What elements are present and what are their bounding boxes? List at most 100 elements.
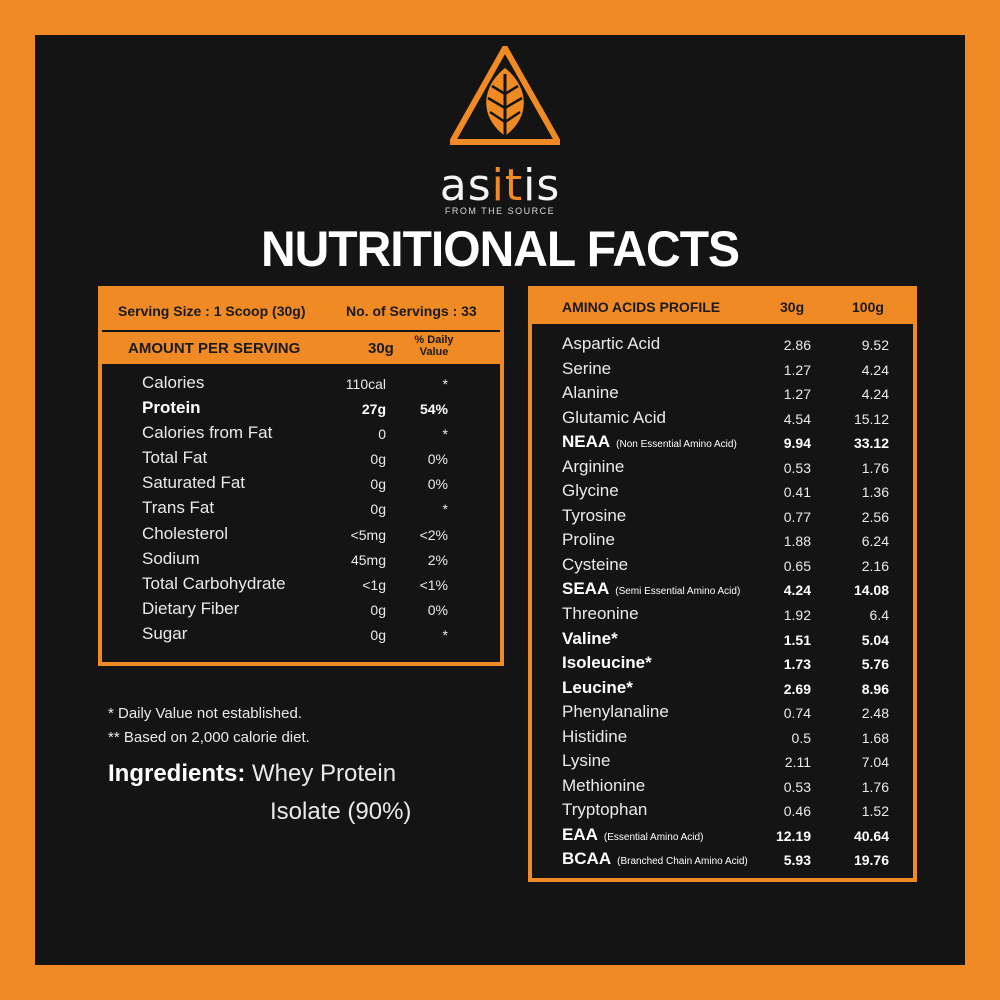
amino-rows: Aspartic Acid 2.86 9.52 Serine 1.27 4.24 Alani… xyxy=(532,332,913,872)
amino-value-30g: 2.11 xyxy=(784,754,811,771)
amino-row: Tyrosine 0.77 2.56 xyxy=(532,504,913,529)
amino-acids-panel: AMINO ACIDS PROFILE 30g 100g Aspartic Ac… xyxy=(528,286,917,882)
amino-row: Arginine 0.53 1.76 xyxy=(532,455,913,480)
amino-row: Histidine 0.5 1.68 xyxy=(532,725,913,750)
amino-name: Lysine xyxy=(562,751,611,771)
nutrient-value: 0g xyxy=(370,451,386,468)
amino-name-text: BCAA xyxy=(562,849,612,869)
amino-row: Glutamic Acid 4.54 15.12 xyxy=(532,406,913,431)
amino-name-text: Tryptophan xyxy=(562,800,648,820)
amino-value-100g: 33.12 xyxy=(853,435,889,452)
nutrient-name: Total Carbohydrate xyxy=(142,573,286,593)
page-title: NUTRITIONAL FACTS xyxy=(260,221,740,278)
amino-name: Methionine xyxy=(562,776,645,796)
amino-row: Methionine 0.53 1.76 xyxy=(532,774,913,799)
amino-name: Tyrosine xyxy=(562,506,626,526)
amino-name-text: Valine* xyxy=(562,628,618,648)
amino-value-30g: 0.5 xyxy=(791,729,811,746)
nutrition-row: Sugar 0g * xyxy=(102,621,500,646)
nutrient-value: 45mg xyxy=(350,551,386,568)
amino-subtitle: (Semi Essential Amino Acid) xyxy=(615,586,741,598)
amino-name: SEAA (Semi Essential Amino Acid) xyxy=(562,579,740,599)
amino-value-100g: 4.24 xyxy=(861,361,889,378)
amino-value-100g: 1.52 xyxy=(861,803,889,820)
nutrient-daily-value: * xyxy=(442,626,448,643)
amino-row: Isoleucine* 1.73 5.76 xyxy=(532,651,913,676)
nutrient-daily-value: 0% xyxy=(427,476,448,493)
nutrient-value: 27g xyxy=(361,401,386,418)
amount-header-row: AMOUNT PER SERVING 30g % Daily Value xyxy=(102,330,500,364)
amino-value-30g: 0.53 xyxy=(783,778,811,795)
nutrition-row: Calories 110cal * xyxy=(102,370,500,395)
serving-info-row: Serving Size : 1 Scoop (30g) No. of Serv… xyxy=(102,290,500,330)
ingredients-line: Ingredients: Whey Protein xyxy=(108,760,396,788)
footnotes: * Daily Value not established. ** Based … xyxy=(108,702,310,750)
nutrition-row: Saturated Fat 0g 0% xyxy=(102,470,500,495)
amino-value-100g: 1.68 xyxy=(861,729,889,746)
amino-row: Aspartic Acid 2.86 9.52 xyxy=(532,332,913,357)
nutrition-row: Protein 27g 54% xyxy=(102,395,500,420)
nutrient-value: 0g xyxy=(370,626,386,643)
amino-name-text: Serine xyxy=(562,358,612,378)
amino-value-100g: 2.48 xyxy=(861,705,889,722)
nutrient-name: Sodium xyxy=(142,548,200,568)
amino-value-30g: 0.46 xyxy=(783,803,811,820)
nutrient-name: Sugar xyxy=(142,623,188,643)
ingredients-label: Ingredients: xyxy=(108,760,246,787)
amino-value-100g: 2.56 xyxy=(861,508,889,525)
amino-value-30g: 1.27 xyxy=(783,361,811,378)
amino-row: EAA (Essential Amino Acid) 12.19 40.64 xyxy=(532,823,913,848)
amino-name-text: Glycine xyxy=(562,481,619,501)
brand-name-accent: it xyxy=(491,160,524,211)
servings-count: No. of Servings : 33 xyxy=(346,303,477,319)
amino-name: Cysteine xyxy=(562,555,628,575)
amino-header-row: AMINO ACIDS PROFILE 30g 100g xyxy=(532,290,913,324)
nutrient-daily-value: * xyxy=(442,376,448,392)
amino-name-text: SEAA xyxy=(562,579,610,599)
brand-name: asitis xyxy=(0,160,1000,211)
amino-value-30g: 0.74 xyxy=(783,705,811,722)
nutrient-daily-value: 0% xyxy=(427,451,448,468)
amino-row: NEAA (Non Essential Amino Acid) 9.94 33.12 xyxy=(532,430,913,455)
amino-name-text: EAA xyxy=(562,824,598,844)
amino-value-30g: 1.51 xyxy=(783,631,811,648)
amino-row: Threonine 1.92 6.4 xyxy=(532,602,913,627)
amino-row: SEAA (Semi Essential Amino Acid) 4.24 14.08 xyxy=(532,577,913,602)
nutrient-daily-value: * xyxy=(442,426,448,443)
amino-row: BCAA (Branched Chain Amino Acid) 5.93 19.76 xyxy=(532,847,913,872)
nutrient-daily-value: 54% xyxy=(419,401,448,418)
amino-subtitle: (Branched Chain Amino Acid) xyxy=(617,856,748,868)
amino-value-100g: 1.36 xyxy=(861,484,889,501)
amino-row: Proline 1.88 6.24 xyxy=(532,528,913,553)
amino-value-100g: 9.52 xyxy=(861,337,889,353)
amino-value-100g: 5.76 xyxy=(861,656,889,673)
amino-value-100g: 6.4 xyxy=(869,607,889,624)
amino-value-30g: 2.69 xyxy=(783,680,811,697)
amino-value-100g: 6.24 xyxy=(861,533,889,550)
amino-value-30g: 1.73 xyxy=(783,656,811,673)
amino-profile-label: AMINO ACIDS PROFILE xyxy=(562,299,721,315)
amino-value-30g: 0.41 xyxy=(783,484,811,501)
nutrient-value: 0g xyxy=(370,501,386,518)
amino-name-text: Arginine xyxy=(562,456,625,476)
amino-value-100g: 2.16 xyxy=(861,557,889,574)
footnote-daily-value: * Daily Value not established. xyxy=(108,705,303,722)
amino-name: BCAA (Branched Chain Amino Acid) xyxy=(562,849,748,869)
amino-value-100g: 15.12 xyxy=(853,410,889,427)
amino-value-30g: 4.54 xyxy=(783,410,811,427)
amino-col-30g: 30g xyxy=(780,299,805,315)
nutrient-name: Calories xyxy=(142,373,205,392)
amino-row: Serine 1.27 4.24 xyxy=(532,357,913,382)
amino-row: Cysteine 0.65 2.16 xyxy=(532,553,913,578)
amino-row: Alanine 1.27 4.24 xyxy=(532,381,913,406)
amino-col-100g: 100g xyxy=(852,299,884,315)
amino-value-30g: 4.24 xyxy=(783,582,811,599)
brand-tagline: FROM THE SOURCE xyxy=(444,206,556,216)
amino-name-text: Alanine xyxy=(562,383,619,403)
amino-name: Leucine* xyxy=(562,678,633,698)
amino-value-100g: 4.24 xyxy=(861,386,889,403)
amino-value-30g: 1.88 xyxy=(783,533,811,550)
nutrition-row: Dietary Fiber 0g 0% xyxy=(102,596,500,621)
nutrient-name: Total Fat xyxy=(142,448,208,468)
amino-value-30g: 2.86 xyxy=(783,337,811,353)
